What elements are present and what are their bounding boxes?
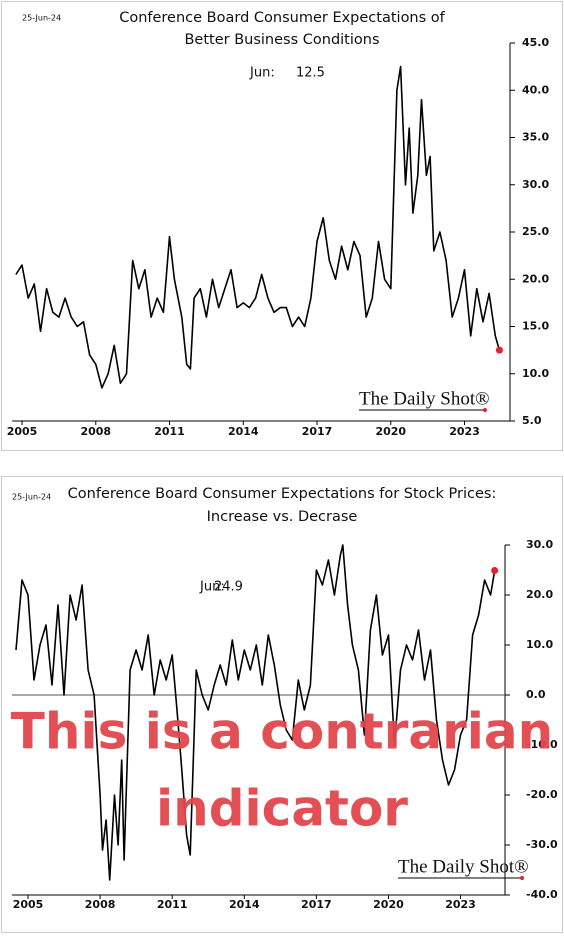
- x-tick-label: 2005: [7, 425, 38, 438]
- data-line: [15, 544, 496, 881]
- overlay-text: This is a contrarian: [11, 703, 553, 761]
- x-tick-label: 2020: [373, 898, 404, 911]
- last-point: [491, 567, 499, 574]
- data-line: [15, 65, 501, 389]
- annotation-label: Jun:: [249, 66, 275, 81]
- panel-border: [1, 1, 563, 451]
- y-tick-label: 30.0: [522, 178, 549, 191]
- y-tick-label: 25.0: [522, 225, 549, 238]
- y-tick-label: 10.0: [526, 638, 553, 651]
- last-point: [495, 346, 503, 354]
- x-tick-label: 2005: [13, 898, 44, 911]
- x-tick-label: 2011: [157, 898, 188, 911]
- source-logo: The Daily Shot®: [359, 388, 490, 409]
- source-logo: The Daily Shot®: [398, 856, 529, 877]
- chart-title: Conference Board Consumer Expectations o…: [119, 10, 445, 26]
- y-tick-label: 40.0: [522, 83, 549, 96]
- y-tick-label: 15.0: [522, 320, 549, 333]
- y-tick-label: 20.0: [526, 588, 553, 601]
- chart-title: Better Business Conditions: [184, 32, 379, 48]
- logo-dot: [483, 408, 487, 412]
- annotation-label: Jun:: [199, 580, 225, 595]
- x-tick-label: 2014: [229, 898, 260, 911]
- annotation-value: 12.5: [296, 66, 325, 81]
- chart-title: Increase vs. Decrase: [207, 509, 358, 525]
- x-tick-label: 2011: [154, 425, 185, 438]
- annotation-value: 24.9: [214, 580, 243, 595]
- y-tick-label: -20.0: [526, 788, 558, 801]
- y-tick-label: -30.0: [526, 838, 558, 851]
- y-tick-label: 45.0: [522, 36, 549, 49]
- y-tick-label: 5.0: [522, 414, 542, 427]
- logo-dot: [520, 876, 524, 880]
- date-stamp: 25-Jun-24: [22, 14, 61, 23]
- y-tick-label: 0.0: [526, 688, 546, 701]
- overlay-text: indicator: [156, 780, 408, 838]
- y-tick-label: 20.0: [522, 272, 549, 285]
- panel-border: [1, 476, 563, 933]
- y-tick-label: -10.0: [526, 738, 558, 751]
- x-tick-label: 2008: [80, 425, 111, 438]
- x-tick-label: 2020: [375, 425, 406, 438]
- x-tick-label: 2023: [449, 425, 480, 438]
- y-tick-label: -40.0: [526, 888, 558, 901]
- x-tick-label: 2023: [445, 898, 476, 911]
- y-tick-label: 30.0: [526, 538, 553, 551]
- chart-title: Conference Board Consumer Expectations f…: [68, 486, 497, 502]
- x-tick-label: 2017: [302, 425, 333, 438]
- y-tick-label: 10.0: [522, 367, 549, 380]
- x-tick-label: 2014: [228, 425, 259, 438]
- y-tick-label: 35.0: [522, 131, 549, 144]
- x-tick-label: 2017: [301, 898, 332, 911]
- x-tick-label: 2008: [85, 898, 116, 911]
- date-stamp: 25-Jun-24: [12, 493, 51, 502]
